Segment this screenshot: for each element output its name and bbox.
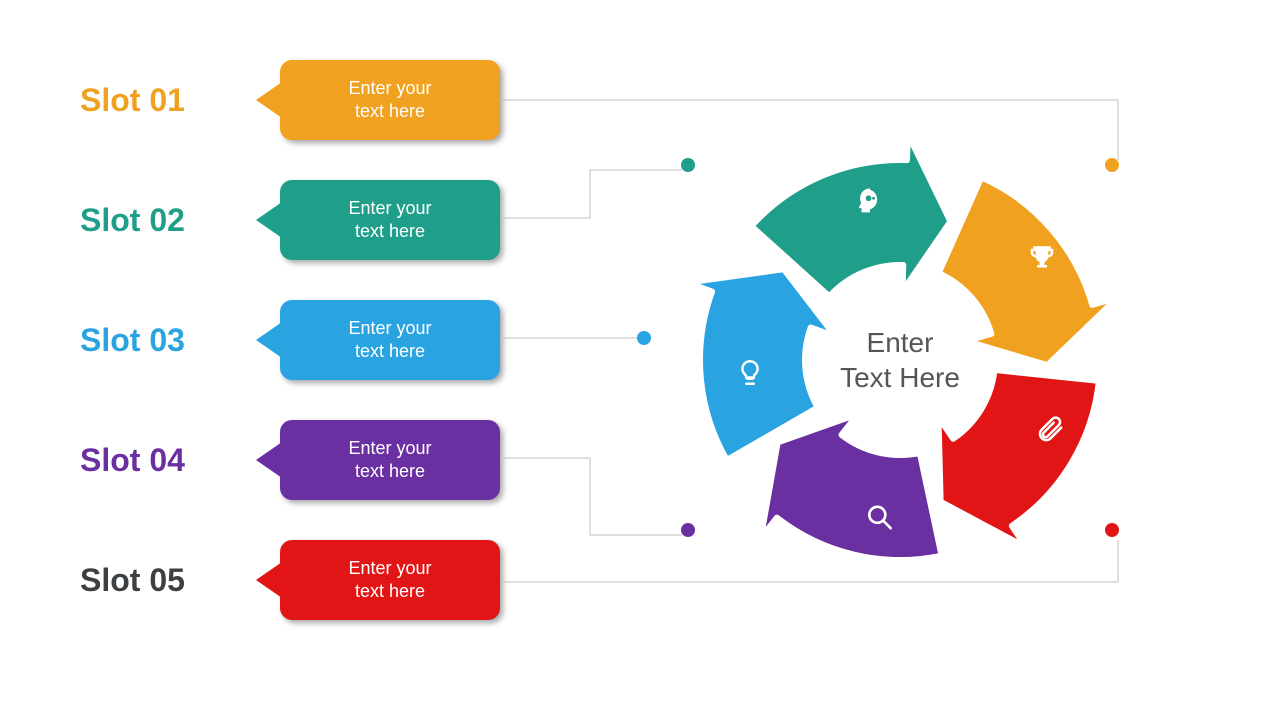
trophy-icon <box>1027 243 1057 278</box>
bulb-icon <box>735 358 765 393</box>
head-gears-icon <box>853 186 887 225</box>
cycle-center-text: Enter Text Here <box>840 325 960 395</box>
cycle-diagram <box>0 0 1280 720</box>
connector-dot <box>1105 523 1119 537</box>
connector-dot <box>681 523 695 537</box>
paperclip-icon <box>1035 415 1065 450</box>
connector-dot <box>637 331 651 345</box>
magnifier-icon <box>864 502 896 539</box>
seg-purple <box>761 414 942 560</box>
connector-dot <box>681 158 695 172</box>
connector-dot <box>1105 158 1119 172</box>
seg-red <box>938 370 1098 548</box>
